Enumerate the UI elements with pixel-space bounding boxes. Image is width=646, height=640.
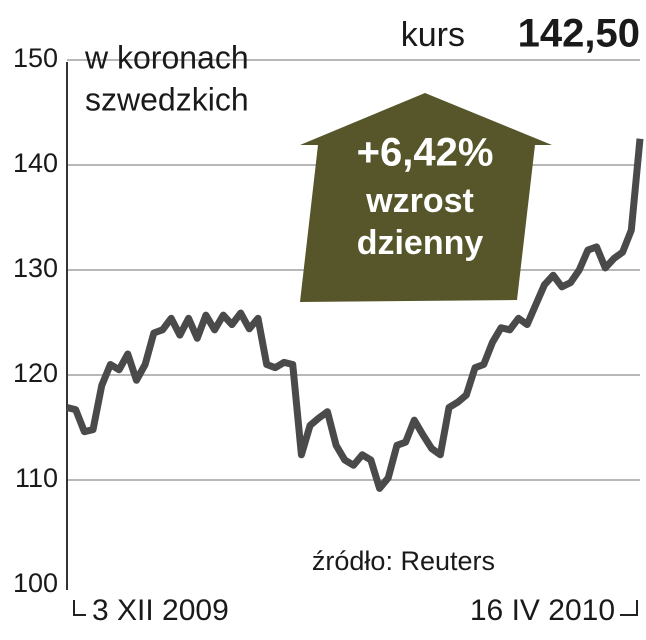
change-arrow [300,93,552,302]
y-tick-label: 120 [13,358,58,388]
y-tick-label: 110 [15,463,58,493]
title: kurs [401,16,465,54]
x-axis-bracket [620,600,638,616]
y-tick-label: 100 [13,568,58,598]
x-tick-label: 16 IV 2010 [470,594,615,627]
value-label: 142,50 [518,12,640,56]
x-tick-label: 3 XII 2009 [92,594,229,627]
unit-label: szwedzkich [85,81,249,117]
unit-label: w koronach [84,39,249,75]
change-label: +6,42% [357,131,494,175]
source: źródło: Reuters [312,546,495,576]
y-tick-label: 150 [13,43,58,73]
y-tick-label: 130 [13,253,58,283]
change-text: dzienny [357,224,484,262]
change-text: wzrost [365,182,474,220]
x-axis-bracket [73,600,86,616]
price-line [66,138,644,492]
y-tick-label: 140 [13,148,58,178]
